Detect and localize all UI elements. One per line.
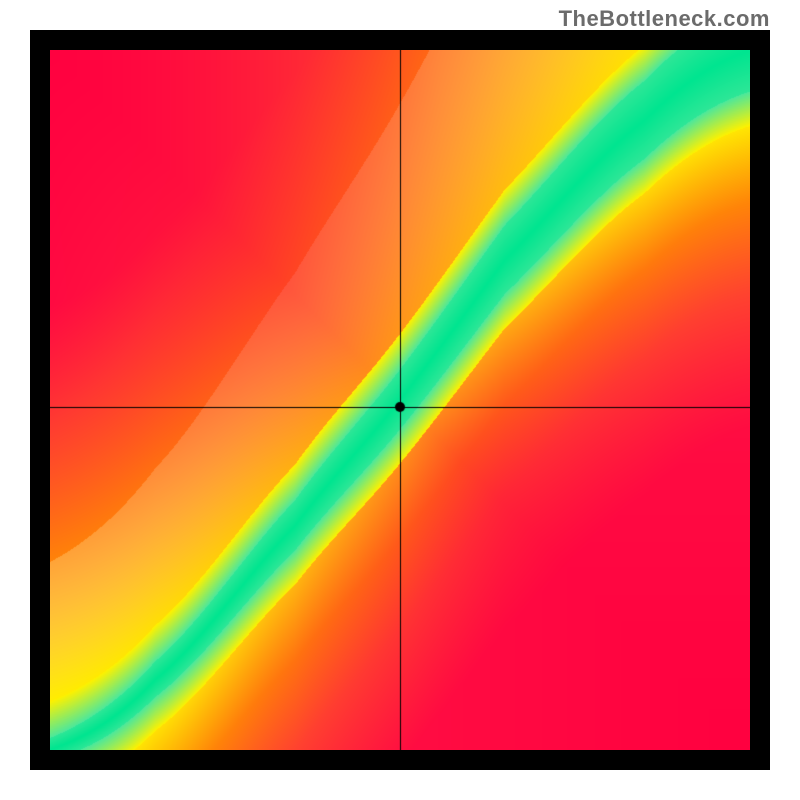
bottleneck-heatmap	[50, 50, 750, 750]
watermark-text: TheBottleneck.com	[559, 6, 770, 32]
chart-frame	[30, 30, 770, 770]
